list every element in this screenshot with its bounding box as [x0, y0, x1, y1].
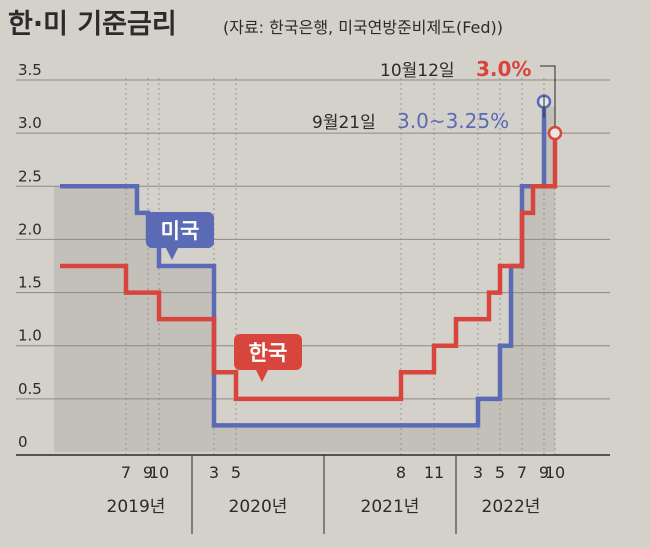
korea-end-marker: [547, 125, 563, 141]
chart-source: (자료: 한국은행, 미국연방준비제도(Fed)): [223, 18, 503, 37]
us-bubble: 미국: [146, 212, 214, 260]
x-tick-label: 7: [121, 463, 131, 482]
year-label: 2021년: [361, 497, 420, 517]
x-tick-label: 5: [231, 463, 241, 482]
korea-bubble-box: [234, 334, 302, 370]
korea-annotation-value: 3.0%: [476, 57, 531, 81]
x-tick-label: 9: [143, 463, 153, 482]
x-tick-label: 11: [424, 463, 444, 482]
x-tick-label: 3: [209, 463, 219, 482]
y-tick-label: 3.0: [18, 114, 42, 132]
y-tick-label: 2.0: [18, 220, 42, 238]
korea-bubble-tail: [256, 370, 268, 382]
y-tick-label: 3.5: [18, 61, 42, 79]
y-tick-label: 0: [18, 433, 28, 451]
y-tick-label: 0.5: [18, 380, 42, 398]
x-tick-label: 10: [149, 463, 169, 482]
year-label: 2022년: [482, 497, 541, 517]
x-tick-label: 3: [473, 463, 483, 482]
us-bubble-tail: [166, 248, 178, 260]
chart-title: 한·미 기준금리: [8, 9, 177, 40]
series-layer: [60, 94, 563, 428]
us-bubble-text: 미국: [161, 219, 200, 243]
us-annotation-value: 3.0~3.25%: [397, 109, 509, 133]
us-bubble-box: [146, 212, 214, 248]
x-tick-label: 5: [495, 463, 505, 482]
axis-layer: 00.51.01.52.02.53.03.57 910 3 5 8 11 3 5 7 910201…: [16, 61, 610, 534]
year-label: 2019년: [107, 497, 166, 517]
x-tick-label: 7: [517, 463, 527, 482]
korea-bubble: 한국: [234, 334, 302, 382]
korea-annotation-date: 10월12일: [380, 61, 455, 81]
korea-rate-line: [60, 133, 558, 402]
x-tick-label: 10: [545, 463, 565, 482]
x-tick-label: 9: [539, 463, 549, 482]
y-tick-label: 2.5: [18, 167, 42, 185]
korea-bubble-text: 한국: [249, 341, 288, 365]
us-annotation-date: 9월21일: [312, 113, 376, 133]
shaded-area-layer: [54, 106, 555, 453]
korea-leader-line: [540, 65, 556, 127]
x-tick-label: 8: [396, 463, 406, 482]
shaded-area: [54, 106, 555, 453]
year-label: 2020년: [229, 497, 288, 517]
y-tick-label: 1.0: [18, 327, 42, 345]
y-tick-label: 1.5: [18, 274, 42, 292]
